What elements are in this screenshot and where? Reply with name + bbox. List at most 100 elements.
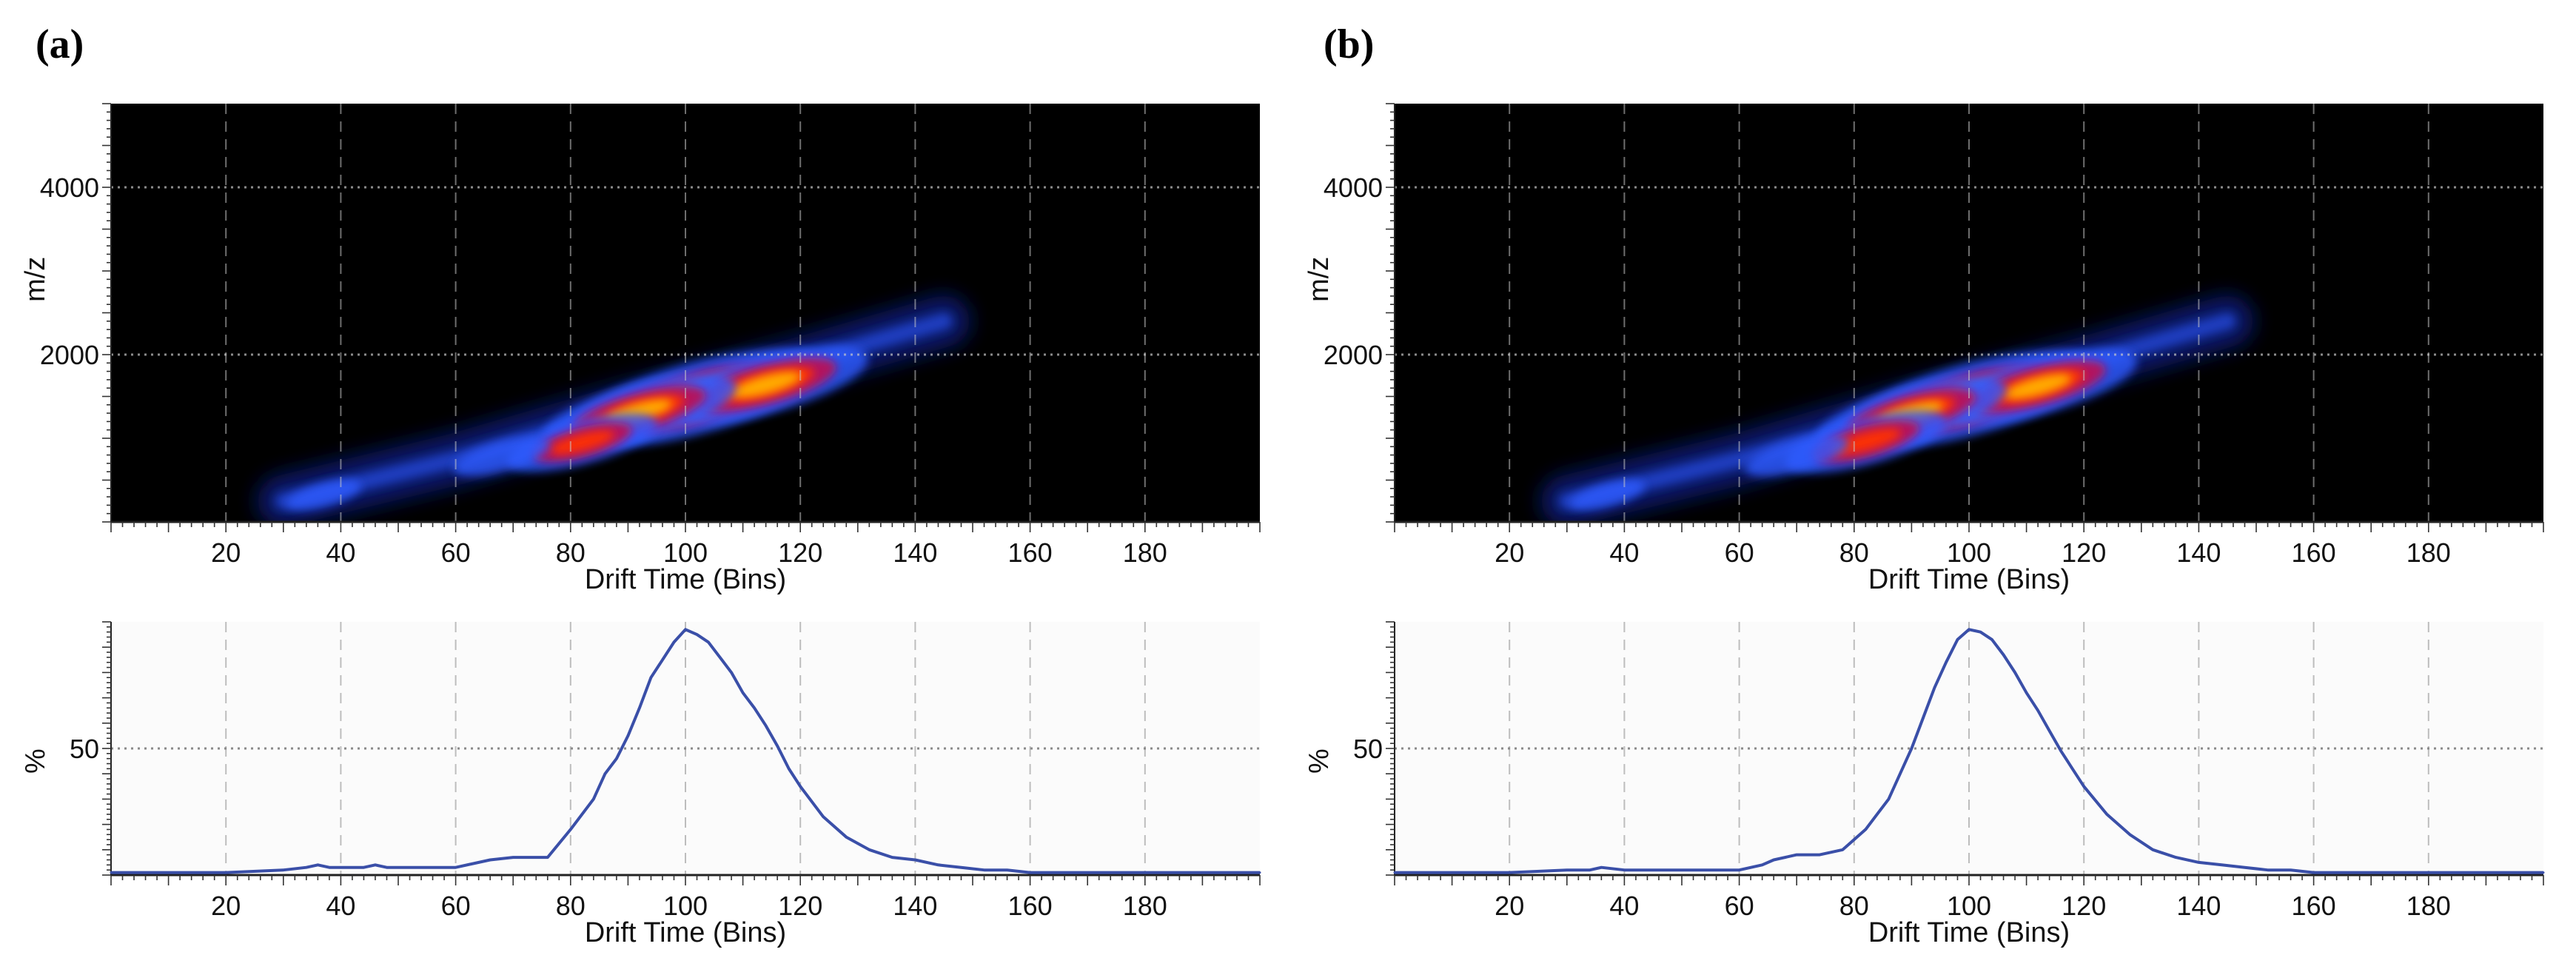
panel-a-profile-data-point — [672, 640, 675, 643]
panel-b-heatmap-x-tick-label: 140 — [2176, 537, 2221, 568]
panel-b-heatmap-hotspot — [1745, 435, 1848, 477]
panel-a-profile-data-point — [626, 734, 629, 737]
panel-b-profile-data-point — [1979, 631, 1982, 634]
panel-a-profile-data-point — [959, 866, 962, 869]
panel-a-heatmap-x-tick-label: 80 — [556, 537, 586, 568]
panel-a-heatmap-x-tick-label: 20 — [211, 537, 241, 568]
panel-a-profile-data-point — [845, 836, 848, 839]
panel-b-profile-data-point — [1600, 866, 1603, 869]
panel-a-heatmap-x-tick-label: 160 — [1008, 537, 1053, 568]
panel-b-profile-data-point — [1956, 638, 1959, 641]
panel-a-profile-axes: 20 40 60 80 100 120 140 160 180 50 Drift Time (Bin… — [20, 621, 1261, 948]
panel-b-profile-data-point — [2128, 833, 2131, 836]
panel-b-heatmap-x-tick-label: 40 — [1609, 537, 1639, 568]
panel-a-profile-data-point — [868, 848, 871, 851]
panel-b-profile-data-point — [2267, 868, 2270, 871]
panel-a-profile-data-point — [385, 866, 388, 869]
panel-a-profile-data-point — [649, 676, 652, 679]
panel-a-heatmap-x-tick-label: 100 — [663, 537, 708, 568]
panel-b-profile-x-tick-label: 120 — [2062, 891, 2106, 921]
panel-a-profile-data-point — [890, 856, 893, 859]
panel-a-heatmap-y-axis-title: m/z — [20, 257, 51, 302]
panel-a-profile-data-point — [822, 815, 825, 818]
panel-b-profile-data-point — [2243, 866, 2246, 869]
panel-b-profile-data-point — [1589, 868, 1591, 871]
panel-a-heatmap-hotspot — [453, 438, 551, 476]
panel-a-profile-data-point — [316, 863, 319, 866]
panel-b-heatmap-x-tick-label: 160 — [2292, 537, 2336, 568]
panel-b-profile-x-tick-label: 180 — [2406, 891, 2451, 921]
panel-b-heatmap-plot-area — [1395, 104, 2543, 522]
panel-b-profile-data-point — [1508, 871, 1511, 874]
panel-b-profile-data-point — [2290, 868, 2292, 871]
panel-b-heatmap-y-tick-label: 4000 — [1324, 172, 1383, 203]
panel-b-heatmap-x-tick-label: 60 — [1725, 537, 1754, 568]
panel-a-profile-data-point — [374, 863, 377, 866]
panel-a-profile-x-tick-label: 160 — [1008, 891, 1053, 921]
panel-a-profile-data-point — [719, 656, 722, 659]
panel-a-profile-x-tick-label: 80 — [556, 891, 586, 921]
panel-b-heatmap-hotspot — [1569, 480, 1645, 511]
panel-a-profile-data-point — [638, 706, 641, 709]
panel-a-profile-x-tick-label: 60 — [441, 891, 471, 921]
panel-a-profile-data-point — [788, 767, 791, 770]
panel-a-heatmap-x-tick-label: 140 — [893, 537, 937, 568]
panel-a-profile-x-tick-label: 120 — [778, 891, 822, 921]
panel-b-profile-x-tick-label: 60 — [1725, 891, 1754, 921]
panel-a-profile-data-point — [362, 866, 365, 869]
panel-b-profile-data-point — [2369, 871, 2372, 874]
panel-a-profile-data-point — [328, 866, 331, 869]
panel-a-profile-data-point — [305, 866, 308, 869]
panel-a-profile-data-point — [546, 856, 549, 859]
panel-a-profile-data-point — [224, 871, 227, 874]
panel-b-profile-data-point — [2048, 729, 2051, 732]
panel-a-profile-data-point — [753, 706, 756, 709]
panel-b-heatmap-x-tick-label: 100 — [1947, 537, 1991, 568]
panel-b-profile-data-point — [1393, 871, 1396, 874]
panel-a-profile-data-point — [1258, 871, 1261, 874]
panel-a-heatmap-y-tick-label: 4000 — [40, 172, 99, 203]
panel-a-profile-data-point — [707, 640, 710, 643]
panel-b-profile-data-point — [2151, 848, 2154, 851]
panel-b-heatmap-axes: 20 40 60 80 100 120 140 160 180 2000 4000 Drift Tim… — [1304, 103, 2544, 595]
panel-a-heatmap-x-tick-label: 40 — [326, 537, 355, 568]
panel-b-heatmap-hotspot — [2004, 374, 2072, 399]
panel-b-profile-y-tick-label: 50 — [1353, 734, 1383, 764]
panel-b-profile-x-tick-label: 80 — [1839, 891, 1869, 921]
panel-label-a: (a) — [36, 21, 84, 67]
panel-a-profile-data-point — [661, 658, 664, 661]
panel-b-profile-y-axis-title: % — [1304, 748, 1335, 774]
panel-b-heatmap-x-tick-label: 180 — [2406, 537, 2451, 568]
panel-b-profile-data-point — [1761, 863, 1764, 866]
panel-b-profile-data-point — [2312, 871, 2315, 874]
panel-b-profile-data-point — [1945, 661, 1948, 664]
panel-a-profile-data-point — [489, 858, 492, 861]
panel-b-heatmap-heatmap-layer — [1540, 295, 2254, 522]
panel-b-profile-data-point — [2197, 861, 2200, 864]
panel-a-profile-x-tick-label: 100 — [663, 891, 708, 921]
panel-a-heatmap-axes: 20 40 60 80 100 120 140 160 180 2000 4000 Drift Tim… — [20, 103, 1261, 595]
panel-a-heatmap-x-axis-title: Drift Time (Bins) — [585, 564, 786, 595]
panel-a-profile-data-point — [282, 868, 285, 871]
panel-a-profile-data-point — [799, 785, 802, 788]
panel-b-profile-x-tick-label: 40 — [1609, 891, 1639, 921]
panel-b-profile-data-point — [1795, 854, 1798, 857]
panel-a-heatmap-x-tick-label: 180 — [1123, 537, 1167, 568]
panel-a-profile-x-tick-label: 20 — [211, 891, 241, 921]
panel-a-heatmap-plot-area — [111, 104, 1260, 522]
panel-a-profile-data-point — [615, 757, 618, 760]
panel-a-profile-x-tick-label: 140 — [893, 891, 937, 921]
panel-b-profile-data-point — [1990, 638, 1993, 641]
panel-b-profile-data-point — [1623, 868, 1626, 871]
panel-b-heatmap-x-tick-label: 120 — [2062, 537, 2106, 568]
panel-b-profile-data-point — [1922, 717, 1925, 720]
panel-b-profile-data-point — [2025, 691, 2028, 694]
panel-a-heatmap-hotspot — [286, 480, 361, 511]
panel-b-profile-x-tick-label: 100 — [1947, 891, 1991, 921]
panel-b-profile-data-point — [2002, 653, 2005, 656]
panel-b-profile-data-point — [2220, 863, 2223, 866]
panel-b-profile-data-point — [1899, 772, 1902, 775]
panel-a-profile-data-point — [696, 633, 699, 636]
panel-a-heatmap-y-tick-label: 2000 — [40, 340, 99, 370]
